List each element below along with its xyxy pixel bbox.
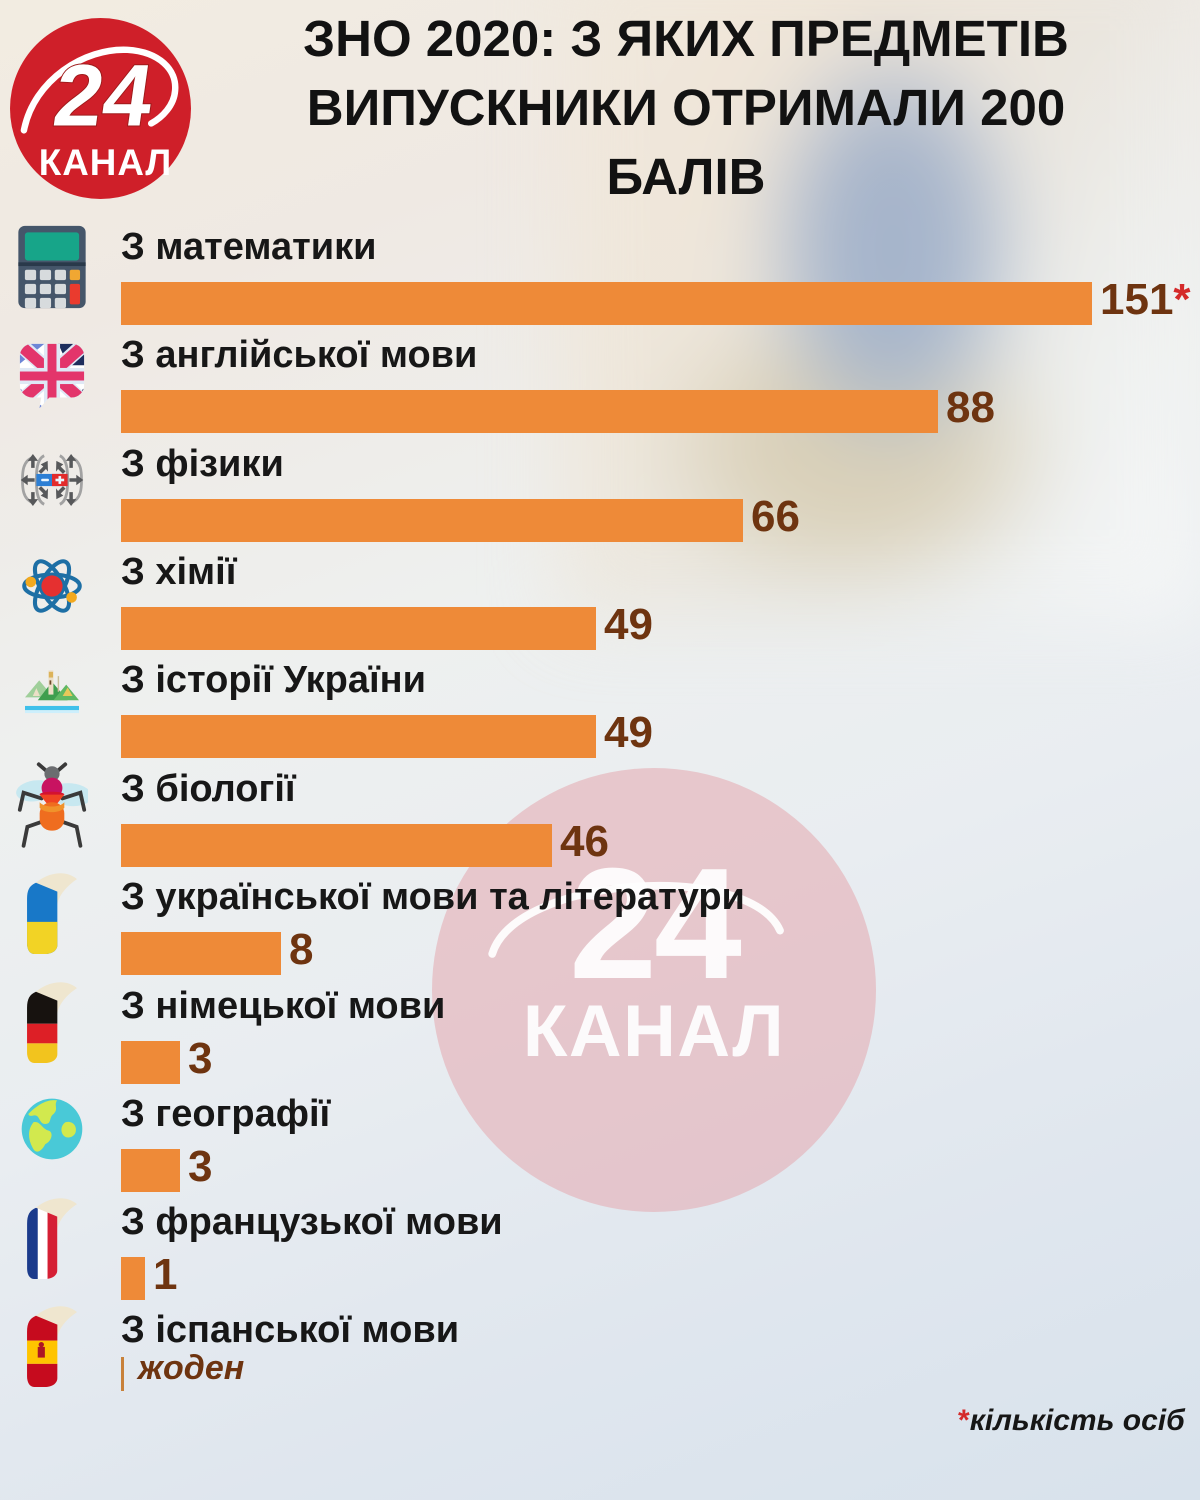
svg-text:24: 24 [48, 46, 159, 145]
svg-text:КАНАЛ: КАНАЛ [39, 142, 172, 183]
